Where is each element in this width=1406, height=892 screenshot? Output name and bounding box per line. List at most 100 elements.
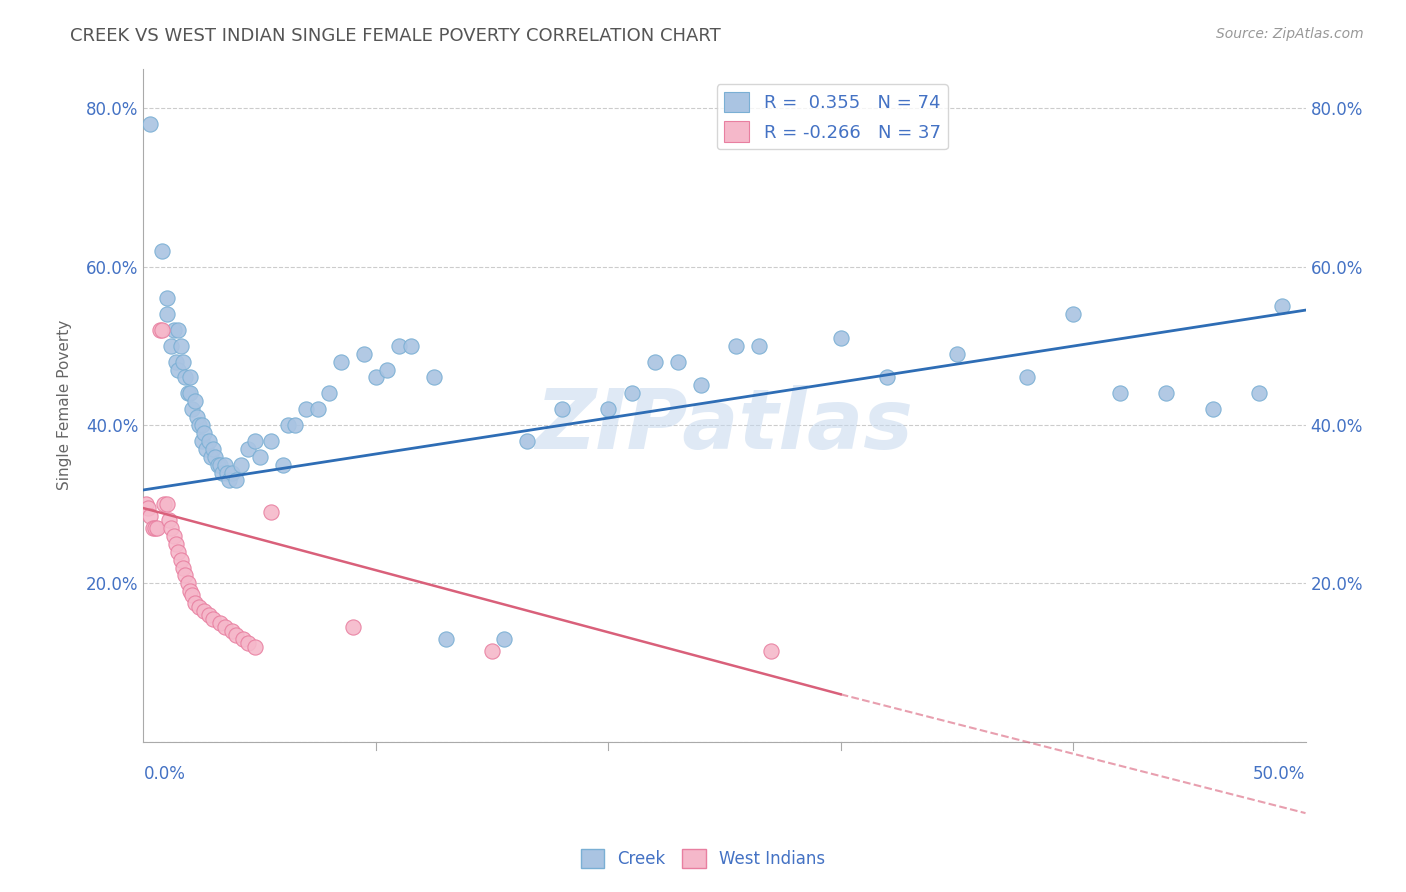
Point — [283, 417, 305, 432]
Point — [142, 521, 165, 535]
Point — [167, 545, 190, 559]
Point — [388, 339, 411, 353]
Point — [1154, 386, 1177, 401]
Point — [150, 244, 173, 258]
Point — [1247, 386, 1270, 401]
Point — [179, 386, 201, 401]
Point — [181, 588, 204, 602]
Point — [830, 331, 852, 345]
Point — [243, 640, 266, 654]
Point — [172, 354, 194, 368]
Text: ZIPatlas: ZIPatlas — [536, 384, 914, 466]
Point — [156, 291, 179, 305]
Point — [946, 347, 969, 361]
Point — [202, 612, 225, 626]
Point — [197, 434, 219, 448]
Point — [176, 386, 198, 401]
Point — [620, 386, 643, 401]
Point — [153, 497, 176, 511]
Point — [551, 402, 574, 417]
Point — [481, 644, 503, 658]
Point — [218, 474, 240, 488]
Point — [207, 458, 229, 472]
Point — [243, 434, 266, 448]
Point — [193, 604, 215, 618]
Point — [190, 434, 212, 448]
Point — [163, 529, 186, 543]
Point — [174, 568, 197, 582]
Point — [236, 442, 259, 456]
Point — [249, 450, 271, 464]
Point — [172, 560, 194, 574]
Point — [179, 584, 201, 599]
Point — [188, 600, 211, 615]
Point — [193, 425, 215, 440]
Point — [143, 521, 166, 535]
Point — [183, 394, 205, 409]
Text: CREEK VS WEST INDIAN SINGLE FEMALE POVERTY CORRELATION CHART: CREEK VS WEST INDIAN SINGLE FEMALE POVER… — [70, 27, 721, 45]
Legend: Creek, West Indians: Creek, West Indians — [574, 842, 832, 875]
Point — [136, 501, 159, 516]
Point — [156, 307, 179, 321]
Point — [225, 474, 247, 488]
Point — [1201, 402, 1223, 417]
Point — [876, 370, 898, 384]
Point — [1062, 307, 1084, 321]
Point — [725, 339, 748, 353]
Point — [492, 632, 515, 646]
Point — [377, 362, 399, 376]
Point — [156, 497, 179, 511]
Point — [364, 370, 387, 384]
Point — [516, 434, 538, 448]
Point — [748, 339, 770, 353]
Legend: R =  0.355   N = 74, R = -0.266   N = 37: R = 0.355 N = 74, R = -0.266 N = 37 — [717, 84, 948, 150]
Text: 50.0%: 50.0% — [1253, 764, 1306, 783]
Point — [423, 370, 446, 384]
Point — [163, 323, 186, 337]
Point — [434, 632, 457, 646]
Point — [598, 402, 620, 417]
Point — [214, 458, 236, 472]
Y-axis label: Single Female Poverty: Single Female Poverty — [58, 320, 72, 491]
Point — [260, 434, 283, 448]
Point — [260, 505, 283, 519]
Point — [169, 552, 191, 566]
Point — [160, 521, 183, 535]
Point — [149, 323, 172, 337]
Point — [139, 117, 162, 131]
Text: Source: ZipAtlas.com: Source: ZipAtlas.com — [1216, 27, 1364, 41]
Point — [202, 442, 225, 456]
Point — [1271, 299, 1294, 313]
Point — [179, 370, 201, 384]
Point — [330, 354, 353, 368]
Point — [169, 339, 191, 353]
Point — [157, 513, 180, 527]
Point — [229, 458, 252, 472]
Text: 0.0%: 0.0% — [143, 764, 186, 783]
Point — [759, 644, 782, 658]
Point — [399, 339, 422, 353]
Point — [690, 378, 713, 392]
Point — [666, 354, 689, 368]
Point — [342, 620, 364, 634]
Point — [150, 323, 173, 337]
Point — [181, 402, 204, 417]
Point — [225, 628, 247, 642]
Point — [174, 370, 197, 384]
Point — [214, 620, 236, 634]
Point — [221, 466, 243, 480]
Point — [200, 450, 222, 464]
Point — [204, 450, 226, 464]
Point — [277, 417, 299, 432]
Point — [353, 347, 375, 361]
Point — [186, 410, 208, 425]
Point — [307, 402, 329, 417]
Point — [195, 442, 218, 456]
Point — [160, 339, 183, 353]
Point — [165, 354, 187, 368]
Point — [236, 636, 259, 650]
Point — [188, 417, 211, 432]
Point — [271, 458, 294, 472]
Point — [167, 362, 190, 376]
Point — [167, 323, 190, 337]
